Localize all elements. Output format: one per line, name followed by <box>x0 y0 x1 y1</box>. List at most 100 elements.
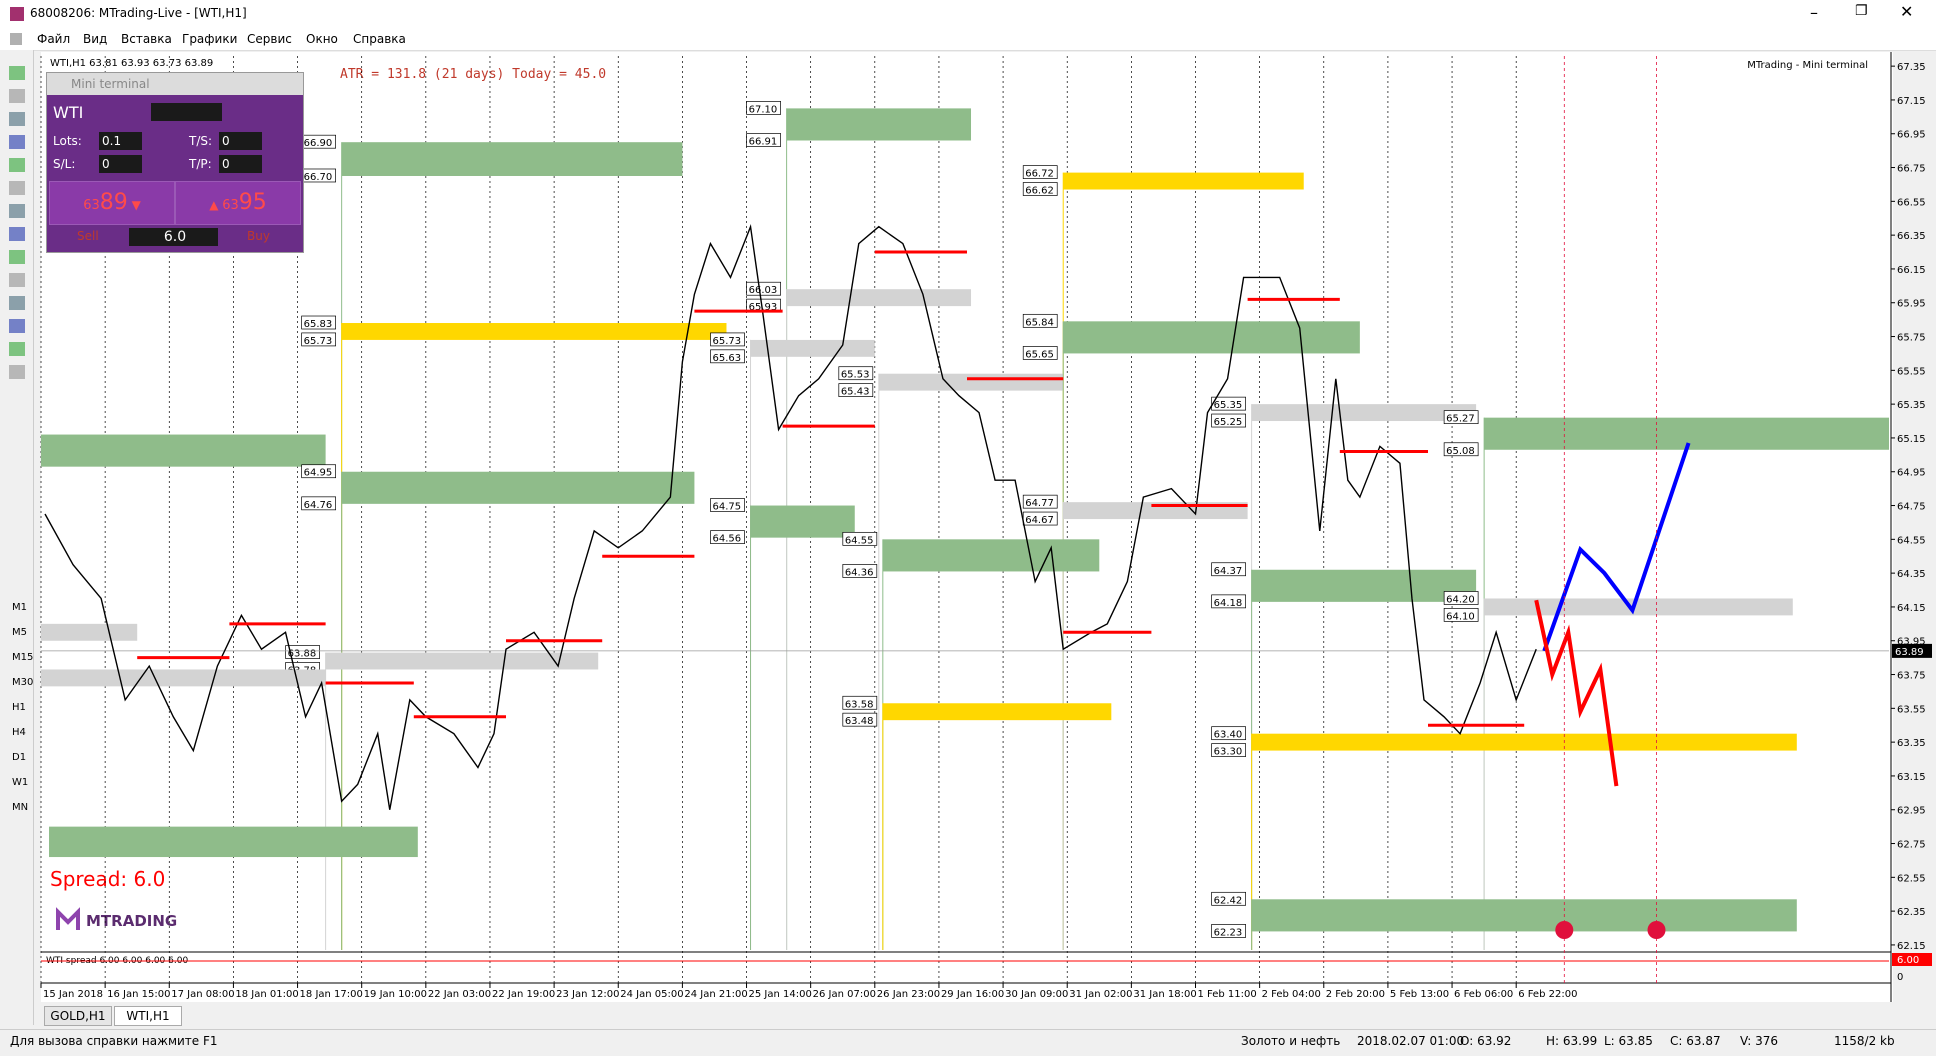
x-tick-label: 31 Jan 18:00 <box>1133 989 1196 1000</box>
sl-input[interactable]: 0 <box>99 155 142 173</box>
zone-label-box <box>301 315 337 330</box>
tool-icon[interactable] <box>9 319 25 333</box>
timeframe[interactable]: M30 <box>12 677 34 688</box>
zone-label-box <box>1022 182 1058 196</box>
zone-label-box <box>838 383 874 397</box>
status-item: C: 63.87 <box>1670 1034 1721 1048</box>
timeframe[interactable]: M5 <box>12 627 27 638</box>
y-tick-label: 65.35 <box>1897 400 1926 411</box>
y-tick-label: 64.15 <box>1897 603 1926 614</box>
menu-item[interactable]: Вид <box>83 32 108 46</box>
tool-icon[interactable] <box>9 66 25 80</box>
buy-button[interactable]: ▲ 6395 <box>175 181 301 225</box>
y-tick-label: 67.35 <box>1897 62 1926 73</box>
tool-icon[interactable] <box>9 273 25 287</box>
zone <box>41 669 326 687</box>
y-tick-label: 62.15 <box>1897 941 1926 952</box>
tool-icon[interactable] <box>9 227 25 241</box>
tool-icon[interactable] <box>9 135 25 149</box>
zone-label-box <box>710 498 745 512</box>
tool-icon[interactable] <box>9 204 25 218</box>
mini-title: Mini terminal <box>47 73 303 95</box>
status-item: L: 63.85 <box>1604 1034 1653 1048</box>
zone-label-box <box>842 695 878 710</box>
zone-label-box <box>1022 494 1058 509</box>
menu-item[interactable]: Окно <box>306 32 338 46</box>
mini-symbol: WTI <box>53 103 84 122</box>
tool-icon[interactable] <box>9 250 25 264</box>
maximize[interactable]: ❐ <box>1855 3 1868 19</box>
zone <box>878 373 1064 391</box>
zone-label: 64.95 <box>304 468 333 479</box>
zone-label: 63.40 <box>1214 730 1243 741</box>
mini-terminal: Mini terminal WTI Lots: 0.1 T/S: 0 S/L: … <box>46 72 304 253</box>
zone-label-box <box>301 496 337 511</box>
zone <box>341 142 683 176</box>
title-bar: 68008206: MTrading-Live - [WTI,H1] – ❐ ✕ <box>0 0 1936 28</box>
timeframe[interactable]: W1 <box>12 777 29 788</box>
tab[interactable]: WTI,H1 <box>114 1006 182 1026</box>
lots-input[interactable]: 0.1 <box>99 132 142 150</box>
timeframe[interactable]: MN <box>12 802 29 813</box>
tool-icon[interactable] <box>9 158 25 172</box>
tool-icon[interactable] <box>9 181 25 195</box>
y-tick-label: 64.75 <box>1897 502 1926 513</box>
tp-input[interactable]: 0 <box>219 155 262 173</box>
zone-label-box <box>1211 396 1246 411</box>
y-tick-label: 63.35 <box>1897 738 1926 749</box>
sell-price-small: 63 <box>83 198 100 213</box>
close[interactable]: ✕ <box>1900 2 1914 21</box>
sell-button[interactable]: 6389 ▼ <box>49 181 175 225</box>
zone-label-box <box>1211 743 1246 757</box>
zone <box>341 471 695 504</box>
tool-icon[interactable] <box>9 365 25 379</box>
tool-icon[interactable] <box>9 89 25 103</box>
timeframe[interactable]: M15 <box>12 652 34 663</box>
menu-item[interactable]: Вставка <box>121 32 172 46</box>
timeframe[interactable]: H4 <box>12 727 26 738</box>
menu-item[interactable]: Файл <box>37 32 71 46</box>
x-tick-label: 19 Jan 10:00 <box>364 989 427 1000</box>
y-tick-label: 63.75 <box>1897 671 1926 682</box>
y-tick-label: 66.95 <box>1897 130 1926 141</box>
zone-label: 65.84 <box>1025 317 1054 328</box>
tab[interactable]: GOLD,H1 <box>44 1006 112 1026</box>
status-item: Для вызова справки нажмите F1 <box>10 1034 218 1048</box>
menu-item[interactable]: Графики <box>182 32 238 46</box>
tool-icon[interactable] <box>9 342 25 356</box>
zone-label-box <box>1211 594 1246 609</box>
x-tick-label: 31 Jan 02:00 <box>1069 989 1132 1000</box>
zone-label: 64.67 <box>1025 515 1054 526</box>
logo: MTRADING <box>86 912 177 930</box>
zone-label-box <box>301 464 337 479</box>
zone <box>49 826 418 858</box>
app-icon <box>10 7 24 21</box>
menu-item[interactable]: Справка <box>353 32 406 46</box>
timeframe[interactable]: D1 <box>12 752 27 763</box>
timeframe[interactable]: H1 <box>12 702 26 713</box>
logo-icon <box>56 907 80 930</box>
zone-label: 64.36 <box>845 567 874 578</box>
tool-icon[interactable] <box>9 296 25 310</box>
tool-icon[interactable] <box>9 112 25 126</box>
left-toolbar: M1 M5 M15 M30 H1 H4 D1 W1 MN <box>0 50 34 1025</box>
zone-label: 66.70 <box>304 172 333 183</box>
zone-label: 64.76 <box>304 500 333 511</box>
minimize[interactable]: – <box>1810 3 1818 22</box>
menu-item[interactable]: Сервис <box>247 32 292 46</box>
x-tick-label: 24 Jan 05:00 <box>620 989 683 1000</box>
zone-label-box <box>1022 313 1058 328</box>
ts-input[interactable]: 0 <box>219 132 262 150</box>
window-title: 68008206: MTrading-Live - [WTI,H1] <box>30 6 247 20</box>
indicator-name: MTrading - Mini terminal <box>1747 60 1868 71</box>
spread-text: Spread: 6.0 <box>50 867 165 891</box>
x-tick-label: 25 Jan 14:00 <box>749 989 812 1000</box>
zone <box>1251 569 1477 602</box>
timeframe[interactable]: M1 <box>12 602 27 613</box>
zone-label-box <box>710 332 745 347</box>
zone-label-box <box>746 281 781 296</box>
zone-label-box <box>1211 562 1246 577</box>
zone-label-box <box>1211 924 1246 938</box>
